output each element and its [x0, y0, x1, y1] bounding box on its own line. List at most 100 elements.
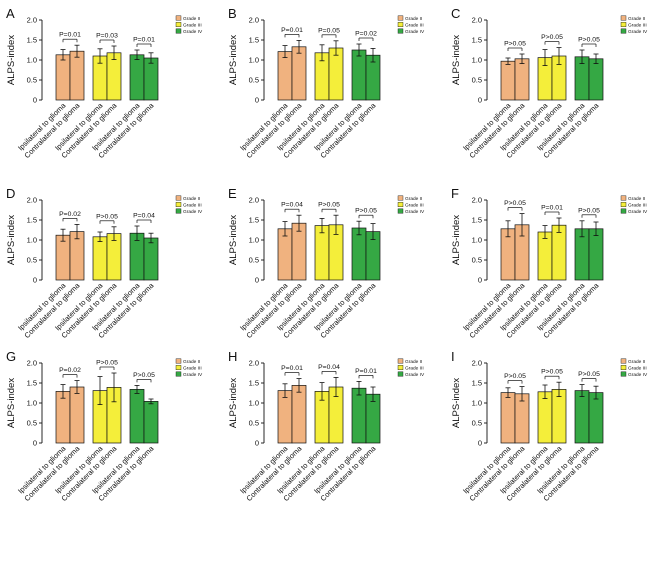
- panel-i: I ALPS-index 0 0.5 1.0 1.5 2.0 P>0.05 P>0.05 P>0.…: [451, 349, 648, 503]
- y-tick-label: 1.5: [27, 36, 37, 45]
- y-tick-label: 1.0: [27, 236, 37, 245]
- legend-swatch: [176, 202, 181, 207]
- panel-letter: A: [6, 6, 15, 21]
- y-tick-label: 2.0: [249, 359, 259, 368]
- p-value-label: P>0.05: [504, 41, 526, 48]
- legend-label: Grade IV: [628, 29, 648, 35]
- legend-swatch: [176, 16, 181, 20]
- y-tick-label: 1.5: [249, 36, 259, 45]
- legend-swatch: [176, 359, 181, 364]
- figure-canvas: AALPS-index00.51.01.52.0P=0.01 P=0.03P=0.…: [0, 0, 668, 561]
- legend-swatch: [398, 22, 403, 27]
- y-tick-label: 1.0: [472, 56, 482, 65]
- p-value-label: P=0.01: [281, 27, 303, 34]
- bar: [315, 226, 329, 280]
- p-value-label: P>0.05: [541, 369, 563, 376]
- legend-swatch: [176, 209, 181, 214]
- p-value-label: P>0.05: [578, 37, 600, 44]
- panel-g: G ALPS-index 0 0.5 1.0 1.5 2.0 P=0.02 P>0.05 P>0.…: [6, 349, 203, 503]
- p-value-label: P>0.05: [133, 372, 155, 379]
- y-tick-label: 0.5: [472, 76, 482, 85]
- p-value-label: P>0.05: [318, 202, 340, 209]
- legend-label: Grade IV: [628, 209, 648, 215]
- bar: [144, 238, 158, 280]
- legend-label: Grade II: [405, 16, 422, 22]
- y-tick-label: 1.0: [27, 399, 37, 408]
- legend-label: Grade II: [628, 359, 645, 365]
- y-tick-label: 0.5: [27, 419, 37, 428]
- p-value-label: P>0.05: [541, 34, 563, 41]
- y-tick-label: 1.0: [472, 236, 482, 245]
- panel-f: F ALPS-index 0 0.5 1.0 1.5 2.0 P>0.05 P=0.01 P>0.…: [451, 186, 648, 340]
- legend-label: Grade IV: [628, 372, 648, 378]
- y-tick-label: 0.5: [472, 256, 482, 265]
- legend-label: Grade II: [405, 196, 422, 202]
- y-tick-label: 1.0: [249, 399, 259, 408]
- legend-swatch: [398, 372, 403, 377]
- bar: [292, 47, 306, 100]
- panel-letter: G: [6, 349, 16, 364]
- y-tick-label: 2.0: [27, 196, 37, 205]
- legend-swatch: [621, 16, 626, 20]
- y-tick-label: 0: [33, 439, 37, 448]
- bar: [93, 237, 107, 280]
- legend-label: Grade IV: [405, 29, 425, 35]
- panel-letter: H: [228, 349, 237, 364]
- y-tick-label: 0.5: [249, 256, 259, 265]
- y-tick-label: 0: [478, 96, 482, 105]
- bar: [56, 391, 70, 443]
- legend-label: Grade II: [628, 16, 645, 22]
- y-tick-label: 2.0: [27, 16, 37, 25]
- legend-label: Grade III: [183, 366, 202, 372]
- bar: [589, 59, 603, 100]
- legend-label: Grade III: [183, 23, 202, 29]
- bar: [501, 61, 515, 100]
- p-value-label: P>0.05: [96, 360, 118, 367]
- bar: [538, 232, 552, 280]
- y-axis-title: ALPS-index: [451, 35, 462, 85]
- p-value-label: P>0.05: [504, 373, 526, 380]
- legend-label: Grade III: [183, 203, 202, 209]
- bar: [278, 52, 292, 100]
- bar: [515, 59, 529, 100]
- bar: [292, 223, 306, 280]
- y-tick-label: 0.5: [472, 419, 482, 428]
- legend-label: Grade IV: [183, 372, 203, 378]
- y-tick-label: 1.0: [249, 56, 259, 65]
- bar: [56, 235, 70, 280]
- y-tick-label: 1.5: [27, 216, 37, 225]
- legend-swatch: [621, 22, 626, 27]
- p-value-label: P=0.01: [59, 32, 81, 39]
- y-tick-label: 1.0: [249, 236, 259, 245]
- y-tick-label: 1.5: [472, 379, 482, 388]
- y-tick-label: 0: [33, 276, 37, 285]
- bar: [329, 48, 343, 100]
- bar: [538, 392, 552, 443]
- bar: [56, 55, 70, 100]
- legend-swatch: [621, 29, 626, 34]
- bar: [292, 385, 306, 443]
- legend-swatch: [621, 372, 626, 377]
- legend-label: Grade III: [628, 366, 647, 372]
- legend-swatch: [176, 372, 181, 377]
- panel-c: C ALPS-index 0 0.5 1.0 1.5 2.0 P>0.05 P>0.05 P>0.…: [451, 6, 648, 160]
- p-value-label: P=0.02: [59, 367, 81, 374]
- bar: [278, 229, 292, 280]
- legend-swatch: [398, 16, 403, 20]
- y-tick-label: 0: [255, 439, 259, 448]
- p-value-label: P=0.01: [541, 205, 563, 212]
- legend-label: Grade IV: [405, 372, 425, 378]
- p-value-label: P=0.05: [318, 27, 340, 34]
- p-value-label: P=0.02: [59, 211, 81, 218]
- legend-swatch: [621, 209, 626, 214]
- y-tick-label: 0.5: [27, 256, 37, 265]
- y-tick-label: 1.5: [27, 379, 37, 388]
- bar: [552, 225, 566, 280]
- bar: [144, 401, 158, 443]
- p-value-label: P>0.05: [578, 371, 600, 378]
- p-value-label: P>0.05: [578, 207, 600, 214]
- p-value-label: P=0.01: [281, 365, 303, 372]
- legend-label: Grade III: [405, 203, 424, 209]
- bar: [589, 393, 603, 443]
- p-value-label: P=0.04: [281, 202, 303, 209]
